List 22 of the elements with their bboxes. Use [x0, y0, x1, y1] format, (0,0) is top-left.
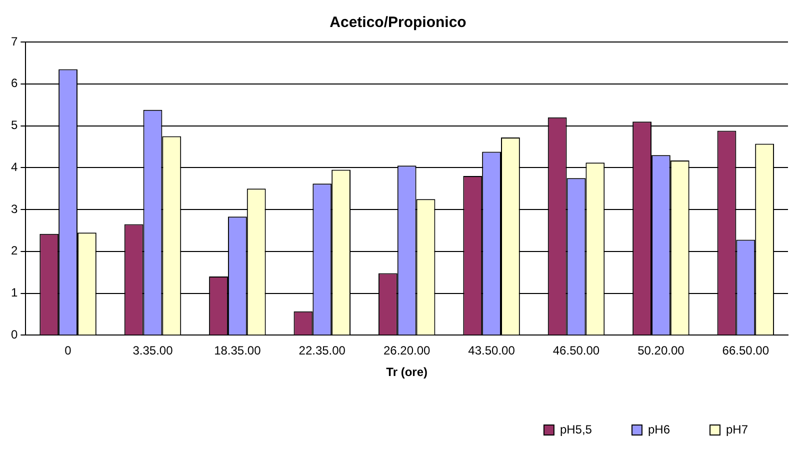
x-tick-label: 46.50.00 — [552, 344, 600, 358]
x-tick-label: 3.35.00 — [132, 344, 174, 358]
y-tick-label: 1 — [10, 286, 18, 300]
x-tick-label: 0 — [64, 344, 72, 358]
y-tick-label: 6 — [10, 76, 18, 90]
y-tick-label: 3 — [10, 202, 18, 216]
x-tick-label: 26.20.00 — [383, 344, 431, 358]
y-tick-label: 2 — [10, 244, 18, 258]
y-tick-label: 7 — [10, 34, 18, 48]
x-tick-label: 18.35.00 — [214, 344, 262, 358]
legend-label: pH5,5 — [560, 422, 592, 436]
y-tick-label: 4 — [10, 160, 18, 174]
y-tick-label: 5 — [10, 118, 18, 132]
x-axis-title: Tr (ore) — [386, 365, 428, 380]
x-tick-label: 66.50.00 — [722, 344, 770, 358]
x-tick-label: 43.50.00 — [468, 344, 516, 358]
chart-title: Acetico/Propionico — [330, 14, 466, 32]
legend-label: pH7 — [726, 422, 748, 436]
legend-label: pH6 — [648, 422, 670, 436]
y-tick-label: 0 — [10, 328, 18, 342]
x-tick-label: 50.20.00 — [638, 344, 685, 358]
x-tick-label: 22.35.00 — [298, 344, 346, 358]
